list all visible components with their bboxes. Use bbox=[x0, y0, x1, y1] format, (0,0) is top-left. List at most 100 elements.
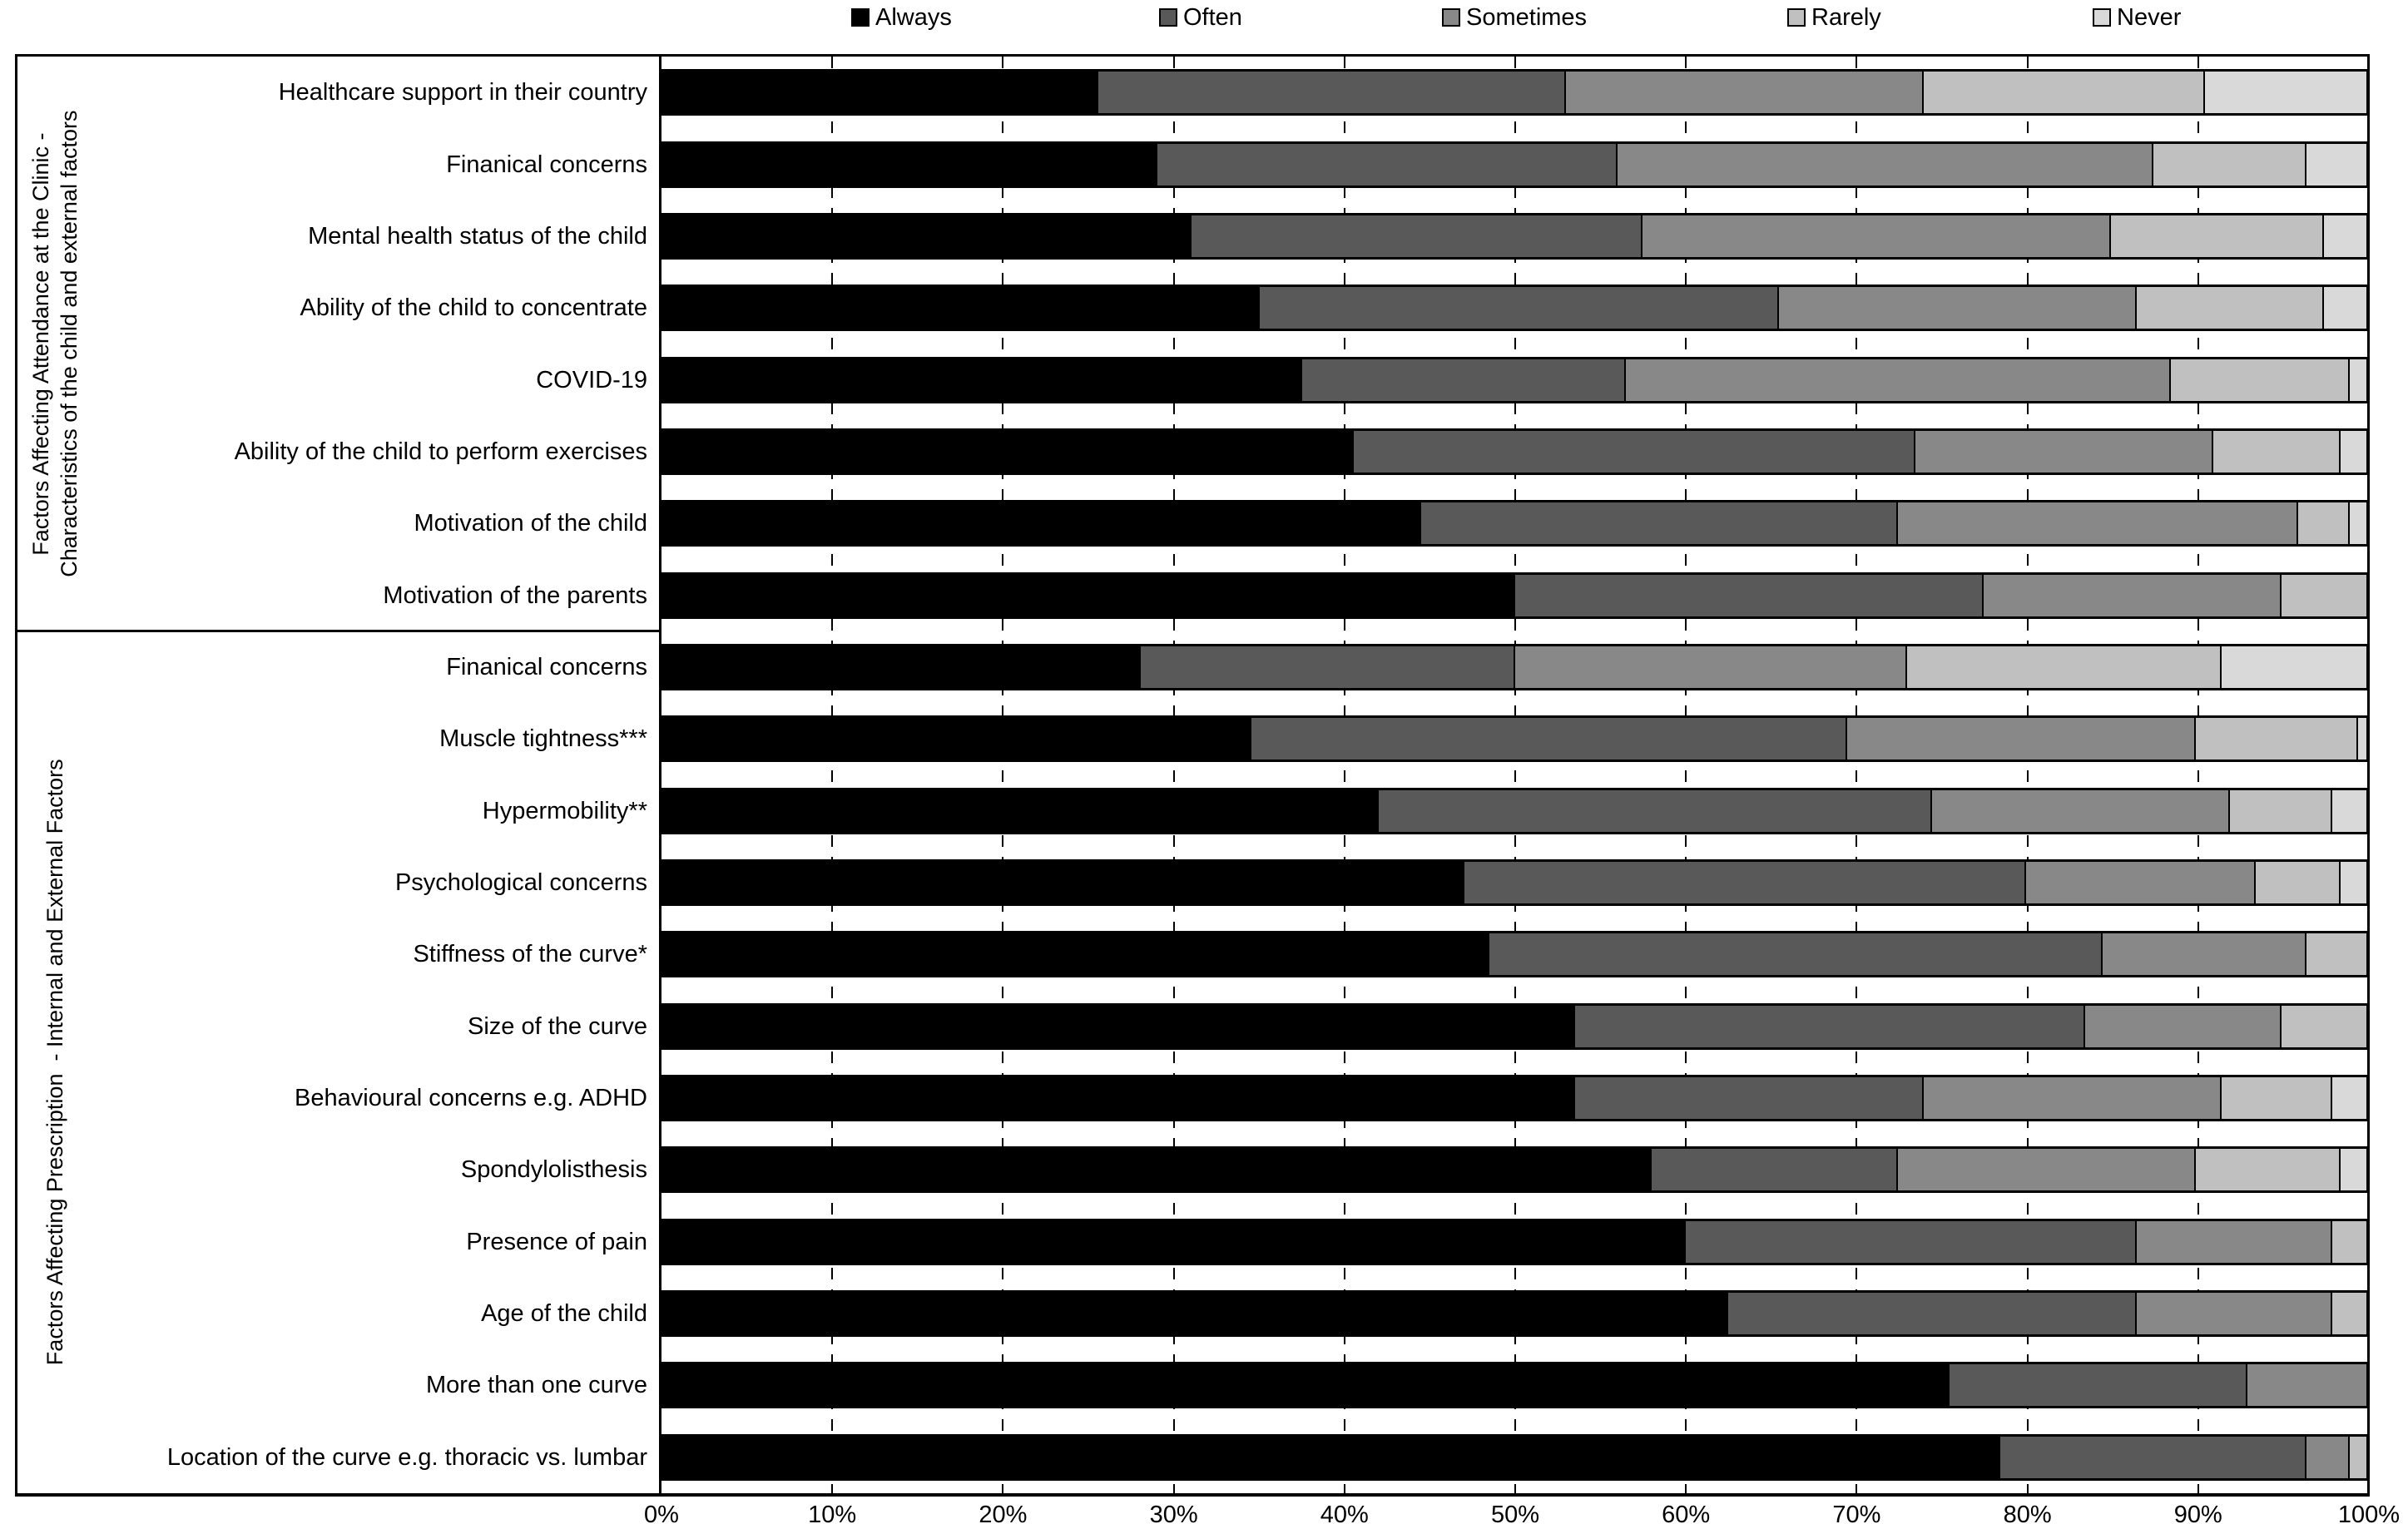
bar-segment-sometimes bbox=[1898, 1149, 2197, 1191]
bar-segment-sometimes bbox=[1932, 789, 2231, 832]
bar-segment-always bbox=[664, 359, 1303, 401]
table-row: Finanical concerns bbox=[0, 128, 2408, 200]
legend-item-always: Always bbox=[851, 5, 952, 30]
stacked-bar bbox=[661, 1290, 2369, 1338]
group-separator-line bbox=[15, 629, 661, 632]
row-label: Ability of the child to perform exercise… bbox=[234, 438, 647, 465]
x-tick-label-10: 10% bbox=[808, 1502, 857, 1524]
table-row: Healthcare support in their country bbox=[0, 57, 2408, 128]
bar-segment-rarely bbox=[2170, 359, 2350, 401]
row-label: Muscle tightness*** bbox=[439, 725, 647, 753]
bar-segment-rarely bbox=[1924, 72, 2205, 114]
bar-segment-rarely bbox=[2298, 502, 2350, 545]
x-tick-label-60: 60% bbox=[1662, 1502, 1711, 1524]
bar-segment-often bbox=[1489, 933, 2103, 976]
legend-swatch-icon bbox=[1787, 8, 1806, 27]
table-row: Ability of the child to perform exercise… bbox=[0, 416, 2408, 487]
bar-segment-often bbox=[1260, 287, 1780, 329]
bar-segment-always bbox=[664, 1076, 1575, 1119]
table-row: Ability of the child to concentrate bbox=[0, 272, 2408, 344]
bar-segment-sometimes bbox=[1625, 359, 2171, 401]
bar-segment-rarely bbox=[2212, 430, 2341, 473]
bar-segment-rarely bbox=[2255, 861, 2341, 903]
stacked-bar bbox=[661, 141, 2369, 188]
table-row: Muscle tightness*** bbox=[0, 703, 2408, 774]
stacked-bar bbox=[661, 1362, 2369, 1409]
x-tick-label-70: 70% bbox=[1832, 1502, 1881, 1524]
row-label: Stiffness of the curve* bbox=[413, 941, 647, 968]
stacked-bar bbox=[661, 69, 2369, 116]
bar-segment-sometimes bbox=[2136, 1220, 2333, 1263]
x-tick-label-80: 80% bbox=[2003, 1502, 2052, 1524]
bar-segment-often bbox=[1685, 1220, 2137, 1263]
legend-label: Sometimes bbox=[1466, 4, 1588, 31]
table-row: Motivation of the child bbox=[0, 487, 2408, 559]
table-row: Behavioural concerns e.g. ADHD bbox=[0, 1062, 2408, 1134]
row-label: Mental health status of the child bbox=[308, 222, 647, 250]
stacked-bar bbox=[661, 500, 2369, 547]
stacked-bar bbox=[661, 1433, 2369, 1481]
bar-segment-rarely bbox=[2196, 718, 2358, 760]
bar-segment-always bbox=[664, 1220, 1686, 1263]
table-row: Size of the curve bbox=[0, 990, 2408, 1061]
bar-segment-sometimes bbox=[2306, 1436, 2350, 1478]
bar-segment-always bbox=[664, 861, 1464, 903]
bar-segment-never bbox=[2204, 72, 2366, 114]
group-label-2: Factors Affecting Prescription - Interna… bbox=[42, 759, 67, 1366]
gridline-80 bbox=[2026, 57, 2029, 1493]
gridline-50 bbox=[1514, 57, 1516, 1493]
bar-segment-never bbox=[2341, 430, 2366, 473]
bar-segment-often bbox=[2000, 1436, 2307, 1478]
gridline-10 bbox=[831, 57, 834, 1493]
gridline-20 bbox=[1002, 57, 1004, 1493]
row-label: COVID-19 bbox=[536, 366, 647, 393]
legend-label: Rarely bbox=[1811, 4, 1881, 31]
legend-item-rarely: Rarely bbox=[1787, 5, 1881, 30]
row-label: Hypermobility** bbox=[482, 797, 647, 824]
row-label: Finanical concerns bbox=[446, 653, 647, 680]
bar-segment-often bbox=[1379, 789, 1933, 832]
bar-segment-rarely bbox=[2196, 1149, 2341, 1191]
x-tick-label-0: 0% bbox=[644, 1502, 679, 1524]
bar-segment-always bbox=[664, 430, 1354, 473]
x-tick-label-100: 100% bbox=[2337, 1502, 2401, 1524]
legend-swatch-icon bbox=[2093, 8, 2111, 27]
x-tick-label-20: 20% bbox=[979, 1502, 1028, 1524]
bar-segment-always bbox=[664, 72, 1098, 114]
bar-segment-often bbox=[1727, 1293, 2137, 1335]
bar-segment-always bbox=[664, 718, 1251, 760]
row-label: Presence of pain bbox=[466, 1228, 647, 1255]
row-label: Spondylolisthesis bbox=[460, 1156, 647, 1184]
label-box-left-border bbox=[15, 54, 17, 1497]
table-row: Finanical concerns bbox=[0, 631, 2408, 703]
bar-segment-often bbox=[1157, 143, 1618, 186]
bar-segment-often bbox=[1574, 1005, 2086, 1047]
bar-rows-container: Healthcare support in their country Finan… bbox=[0, 57, 2408, 1493]
gridline-70 bbox=[1856, 57, 1858, 1493]
gridline-90 bbox=[2197, 57, 2199, 1493]
stacked-bar bbox=[661, 858, 2369, 906]
plot-top-border bbox=[15, 54, 2369, 57]
bar-segment-always bbox=[664, 215, 1192, 257]
x-tick-label-50: 50% bbox=[1490, 1502, 1540, 1524]
stacked-bar bbox=[661, 212, 2369, 260]
bar-segment-never bbox=[2341, 861, 2366, 903]
stacked-bar bbox=[661, 428, 2369, 475]
bar-segment-sometimes bbox=[1898, 502, 2299, 545]
bar-segment-never bbox=[2222, 646, 2366, 688]
bar-segment-never bbox=[2357, 718, 2366, 760]
bar-segment-always bbox=[664, 1149, 1652, 1191]
row-label: Motivation of the parents bbox=[383, 581, 647, 609]
bar-segment-sometimes bbox=[2247, 1364, 2366, 1407]
x-tick-label-30: 30% bbox=[1149, 1502, 1198, 1524]
bar-segment-always bbox=[664, 1005, 1575, 1047]
bar-segment-often bbox=[1464, 861, 2026, 903]
bar-segment-always bbox=[664, 933, 1490, 976]
gridline-40 bbox=[1343, 57, 1345, 1493]
table-row: Motivation of the parents bbox=[0, 559, 2408, 631]
bar-segment-always bbox=[664, 502, 1422, 545]
stacked-bar bbox=[661, 715, 2369, 763]
x-tick-label-40: 40% bbox=[1320, 1502, 1369, 1524]
bar-segment-never bbox=[2332, 789, 2366, 832]
